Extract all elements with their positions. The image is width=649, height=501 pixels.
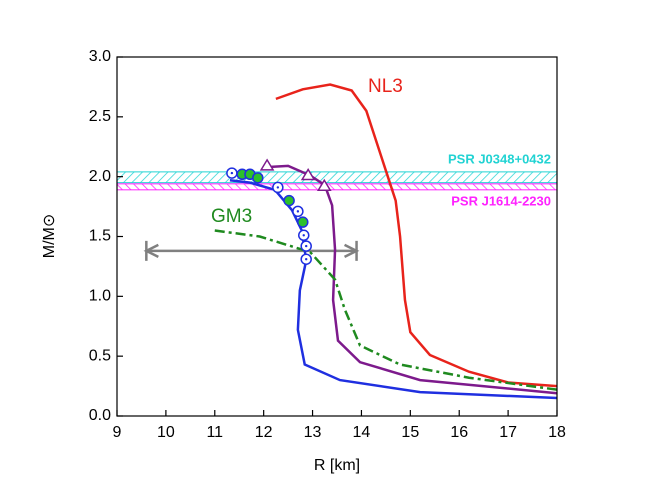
band-label: PSR J1614-2230 <box>451 193 551 208</box>
x-tick-label: 11 <box>206 424 223 441</box>
y-tick-label: 3.0 <box>89 48 111 65</box>
marker-dot <box>302 234 305 237</box>
curve <box>214 229 557 391</box>
x-tick-label: 17 <box>499 424 517 441</box>
marker-dot <box>305 244 308 248</box>
marker <box>300 168 316 181</box>
x-tick-label: 16 <box>450 424 468 441</box>
band-label: PSR J0348+0432 <box>448 151 551 166</box>
marker <box>252 172 264 184</box>
y-tick-label: 0.5 <box>89 347 111 364</box>
x-tick-label: 9 <box>113 424 122 441</box>
curve-label: GM3 <box>211 206 252 227</box>
x-tick-label: 12 <box>255 424 273 441</box>
x-tick-label: 14 <box>353 424 371 441</box>
curve <box>266 164 557 395</box>
marker-dot <box>296 210 300 213</box>
arrow-head <box>143 243 159 258</box>
y-tick-label: 2.5 <box>89 108 111 125</box>
band <box>116 183 558 191</box>
y-tick-label: 2.0 <box>89 168 111 185</box>
plot-frame <box>116 56 558 417</box>
x-axis-label: R [km] <box>314 457 360 474</box>
curve-label: NL3 <box>368 76 403 97</box>
y-axis-label: M/M⊙ <box>41 214 58 259</box>
y-tick-label: 1.0 <box>89 288 111 305</box>
marker-dot <box>305 258 308 261</box>
curve <box>275 83 557 388</box>
x-tick-label: 18 <box>548 424 566 441</box>
x-tick-label: 10 <box>157 424 175 441</box>
marker <box>297 216 309 228</box>
marker-dot <box>230 171 234 175</box>
arrow-head <box>343 243 360 258</box>
marker <box>283 194 295 207</box>
y-tick-label: 1.5 <box>89 228 111 245</box>
marker-dot <box>276 186 280 189</box>
marker <box>259 158 275 171</box>
marker <box>316 178 332 191</box>
x-tick-label: 15 <box>401 424 419 441</box>
band <box>116 171 558 184</box>
x-tick-label: 13 <box>304 424 322 441</box>
y-tick-label: 0.0 <box>89 407 111 424</box>
curve <box>229 179 557 400</box>
